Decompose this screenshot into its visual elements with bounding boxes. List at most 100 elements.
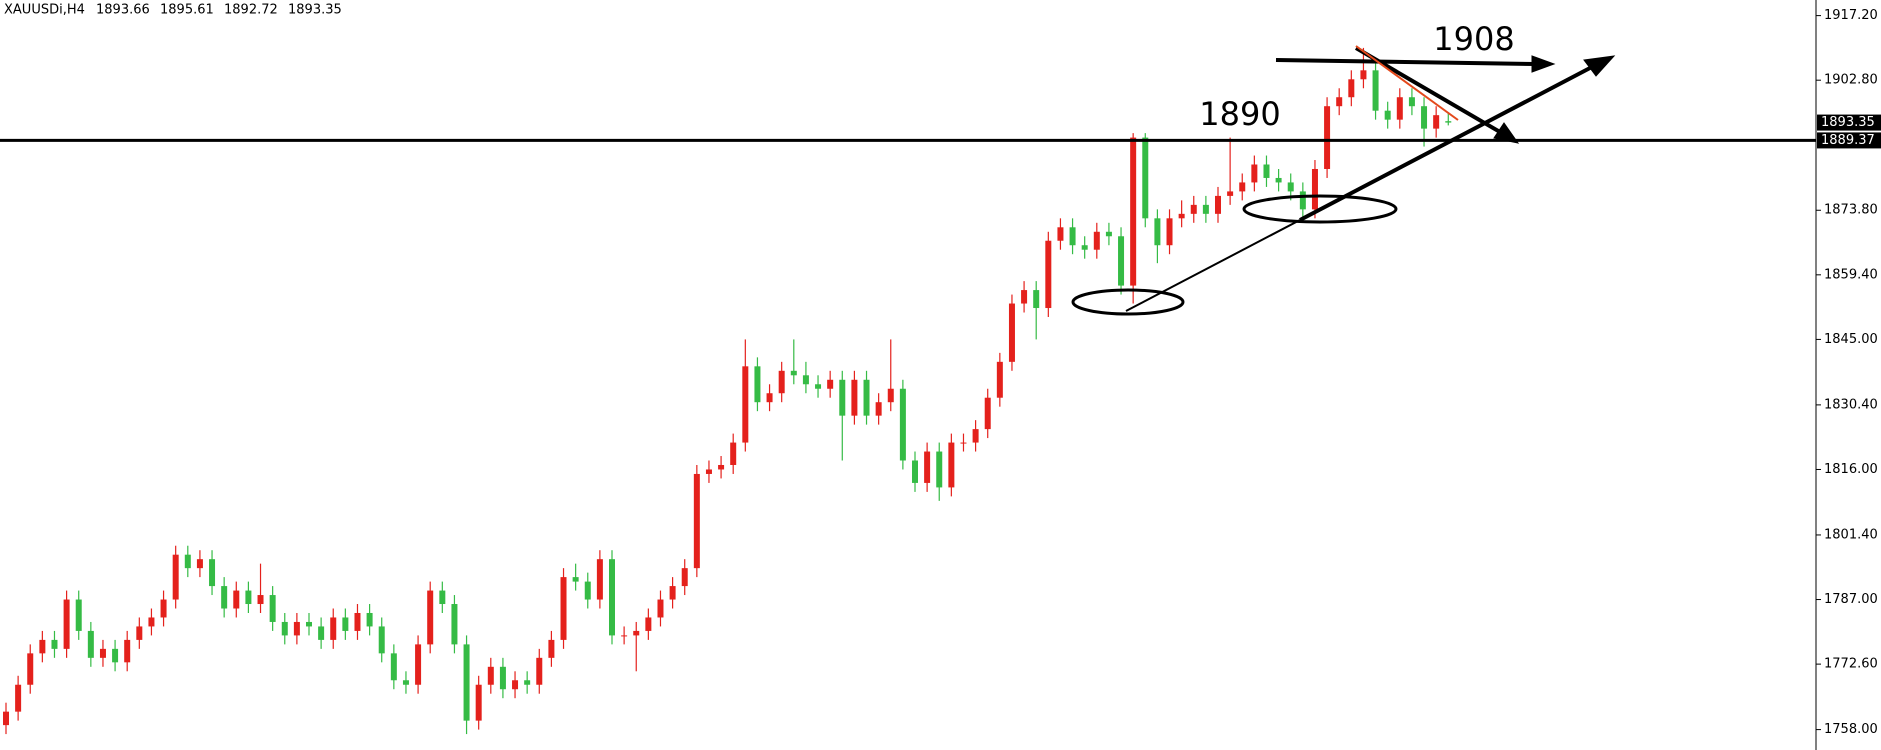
candle-body — [499, 666, 506, 690]
y-tick-label: 1830.40 — [1824, 397, 1878, 412]
candle-body — [487, 666, 494, 685]
candle-body — [1239, 182, 1246, 192]
candle-body — [439, 590, 446, 605]
candle-body — [257, 595, 264, 605]
y-tick-label: 1801.40 — [1824, 527, 1878, 542]
level-label-box — [1817, 132, 1881, 149]
header-high: 1895.61 — [160, 3, 214, 18]
candle-body — [1227, 191, 1234, 196]
candle-body — [960, 442, 967, 444]
candle-body — [172, 554, 179, 600]
candle-body — [196, 559, 203, 569]
candle-body — [1421, 106, 1428, 129]
candle-body — [1142, 137, 1149, 219]
candle-body — [754, 366, 761, 403]
candle-body — [1008, 303, 1015, 362]
candle-body — [1190, 204, 1197, 214]
candle-body — [609, 559, 615, 636]
candle-body — [669, 586, 676, 600]
candle-body — [524, 680, 531, 685]
candle-body — [863, 379, 870, 416]
candle-body — [996, 361, 1003, 398]
candle-body — [1336, 97, 1343, 107]
candle-body — [827, 379, 834, 389]
price-label: 1893.35 — [1821, 115, 1875, 130]
candle-body — [718, 464, 725, 470]
candle-body — [681, 568, 688, 587]
candles — [3, 47, 1452, 735]
y-tick-label: 1845.00 — [1824, 332, 1878, 347]
candle-body — [560, 577, 567, 640]
arrow-head — [1583, 55, 1616, 77]
annotation: 1908 — [1433, 20, 1514, 58]
candle-body — [293, 621, 300, 636]
candle-body — [1033, 290, 1040, 309]
candle-body — [766, 393, 773, 403]
y-tick-label: 1772.60 — [1824, 657, 1878, 672]
candle-body — [1105, 231, 1112, 237]
candle-body — [184, 554, 191, 569]
candle-body — [63, 599, 70, 649]
candle-body — [3, 711, 9, 726]
symbol: XAUUSDi,H4 — [4, 3, 85, 18]
candle-body — [1348, 79, 1355, 98]
annotation: 1890 — [1199, 95, 1280, 133]
candle-body — [1263, 164, 1270, 178]
y-tick-label: 1859.40 — [1824, 267, 1878, 282]
candle-body — [148, 617, 155, 627]
candle-body — [39, 639, 46, 654]
red-line — [1355, 45, 1459, 121]
candle-body — [402, 680, 409, 685]
y-tick-label: 1917.20 — [1824, 8, 1878, 23]
candle-body — [87, 630, 94, 658]
candle-body — [1021, 290, 1028, 304]
candle-body — [1166, 218, 1173, 246]
candle-body — [657, 599, 664, 618]
candle-body — [887, 388, 894, 403]
candle-body — [875, 402, 882, 416]
candle-body — [318, 626, 325, 640]
candle-body — [802, 375, 809, 385]
ellipse — [1071, 288, 1185, 316]
candle-body — [984, 397, 991, 430]
y-tick-label: 1816.00 — [1824, 462, 1878, 477]
candle-body — [1251, 164, 1258, 183]
candle-body — [621, 635, 628, 637]
arrow-head — [1531, 55, 1556, 73]
candle-body — [778, 370, 785, 394]
candle-body — [548, 639, 555, 658]
candle-body — [1445, 121, 1452, 123]
candle-body — [512, 680, 519, 690]
candle-body — [815, 384, 822, 389]
candle-body — [1324, 106, 1331, 169]
candle-body — [1408, 97, 1415, 107]
candle-body — [948, 442, 955, 488]
trend-arrow — [1299, 66, 1591, 222]
arrow — [1275, 58, 1536, 66]
candle-body — [475, 684, 482, 721]
candle-body — [1215, 195, 1221, 214]
candle-body — [851, 379, 858, 416]
arrow — [1354, 46, 1502, 134]
candle-body — [1275, 177, 1282, 183]
candle-body — [378, 626, 385, 654]
drawings — [1071, 45, 1616, 316]
candle-body — [209, 559, 216, 587]
y-tick-label: 1873.80 — [1824, 203, 1878, 218]
candle-body — [1433, 115, 1440, 129]
y-tick-label: 1902.80 — [1824, 73, 1878, 88]
candle-body — [1154, 218, 1161, 246]
candle-body — [390, 653, 397, 681]
candle-body — [645, 617, 652, 631]
candle-body — [51, 639, 58, 649]
price-label-box — [1817, 114, 1881, 131]
candle-body — [463, 644, 470, 721]
candle-body — [1057, 227, 1064, 241]
candle-body — [839, 379, 846, 416]
candle-body — [245, 590, 252, 605]
candle-body — [596, 559, 603, 600]
candle-body — [912, 460, 918, 483]
candle-body — [15, 684, 22, 712]
candle-body — [354, 612, 361, 631]
